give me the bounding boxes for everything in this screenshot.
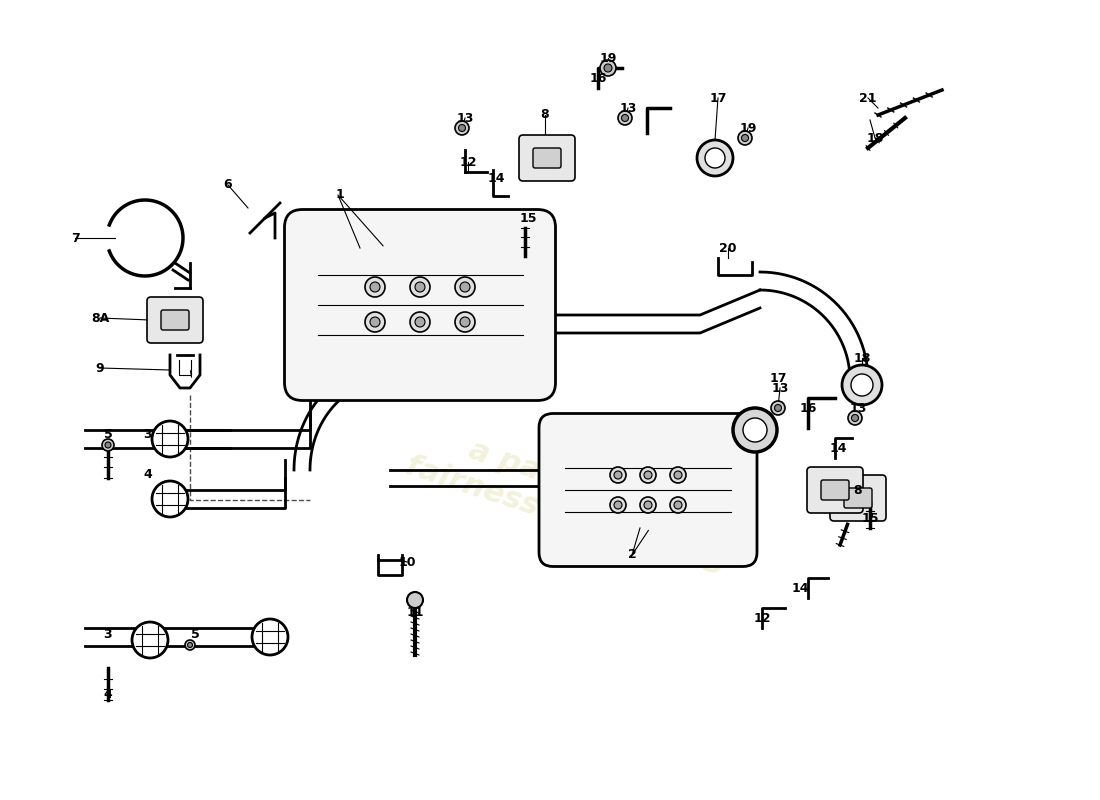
Circle shape [152,481,188,517]
Circle shape [644,471,652,479]
Text: 20: 20 [719,242,737,254]
Circle shape [614,471,622,479]
Circle shape [733,408,777,452]
Text: 8A: 8A [91,311,109,325]
Circle shape [621,114,628,122]
Text: 13: 13 [456,111,474,125]
FancyBboxPatch shape [821,480,849,500]
FancyBboxPatch shape [539,414,757,566]
FancyBboxPatch shape [830,475,886,521]
Text: 4: 4 [103,689,112,702]
Circle shape [459,125,465,131]
Text: 1: 1 [336,189,344,202]
Circle shape [741,134,748,142]
Text: 18: 18 [867,131,883,145]
Circle shape [370,317,379,327]
Text: 12: 12 [754,611,771,625]
FancyBboxPatch shape [807,467,864,513]
Text: 8: 8 [541,109,549,122]
Text: 13: 13 [849,402,867,414]
Circle shape [697,140,733,176]
Circle shape [674,471,682,479]
Circle shape [410,277,430,297]
Text: 10: 10 [398,555,416,569]
Circle shape [102,439,114,451]
Text: 16: 16 [800,402,816,414]
Circle shape [604,64,612,72]
Text: 13: 13 [771,382,789,394]
Circle shape [742,418,767,442]
Text: 2: 2 [628,549,637,562]
Text: 15: 15 [861,511,879,525]
Circle shape [738,131,752,145]
Circle shape [640,467,656,483]
FancyBboxPatch shape [285,210,556,401]
Circle shape [132,622,168,658]
Circle shape [415,282,425,292]
Circle shape [851,414,858,422]
Circle shape [670,497,686,513]
Circle shape [670,467,686,483]
Circle shape [705,148,725,168]
Circle shape [370,282,379,292]
Circle shape [848,411,862,425]
Text: 4: 4 [144,469,153,482]
Circle shape [410,312,430,332]
Circle shape [252,619,288,655]
Circle shape [618,111,632,125]
Circle shape [185,640,195,650]
Text: 9: 9 [96,362,104,374]
Circle shape [851,374,873,396]
Circle shape [365,277,385,297]
Text: a passion for
fairness since 1985: a passion for fairness since 1985 [402,418,738,582]
Text: 13: 13 [619,102,637,114]
Text: 16: 16 [590,71,607,85]
Text: 19: 19 [739,122,757,134]
Circle shape [455,277,475,297]
FancyBboxPatch shape [161,310,189,330]
FancyBboxPatch shape [534,148,561,168]
Circle shape [460,317,470,327]
Text: 7: 7 [70,231,79,245]
Circle shape [674,501,682,509]
Circle shape [644,501,652,509]
FancyBboxPatch shape [519,135,575,181]
Circle shape [187,642,192,647]
Circle shape [455,121,469,135]
Circle shape [407,592,424,608]
Circle shape [415,317,425,327]
Text: 17: 17 [710,91,727,105]
Text: 3: 3 [144,429,152,442]
Circle shape [610,467,626,483]
FancyBboxPatch shape [147,297,204,343]
Text: 18: 18 [854,351,871,365]
Text: 5: 5 [190,629,199,642]
Circle shape [771,401,785,415]
FancyBboxPatch shape [844,488,872,508]
Circle shape [774,405,781,411]
Circle shape [460,282,470,292]
Circle shape [842,365,882,405]
Circle shape [152,421,188,457]
Text: 19: 19 [600,51,617,65]
Circle shape [600,60,616,76]
Text: 17: 17 [769,371,786,385]
Circle shape [365,312,385,332]
Circle shape [614,501,622,509]
Text: 14: 14 [791,582,808,594]
Text: 12: 12 [460,155,476,169]
Text: 14: 14 [487,171,505,185]
Circle shape [104,442,111,448]
Circle shape [610,497,626,513]
Text: 6: 6 [223,178,232,191]
Text: 14: 14 [829,442,847,454]
Text: 8: 8 [854,483,862,497]
Text: 3: 3 [103,629,112,642]
Text: 11: 11 [406,606,424,618]
Circle shape [455,312,475,332]
Circle shape [640,497,656,513]
Text: 5: 5 [103,429,112,442]
Text: 21: 21 [859,91,877,105]
Text: 15: 15 [519,211,537,225]
